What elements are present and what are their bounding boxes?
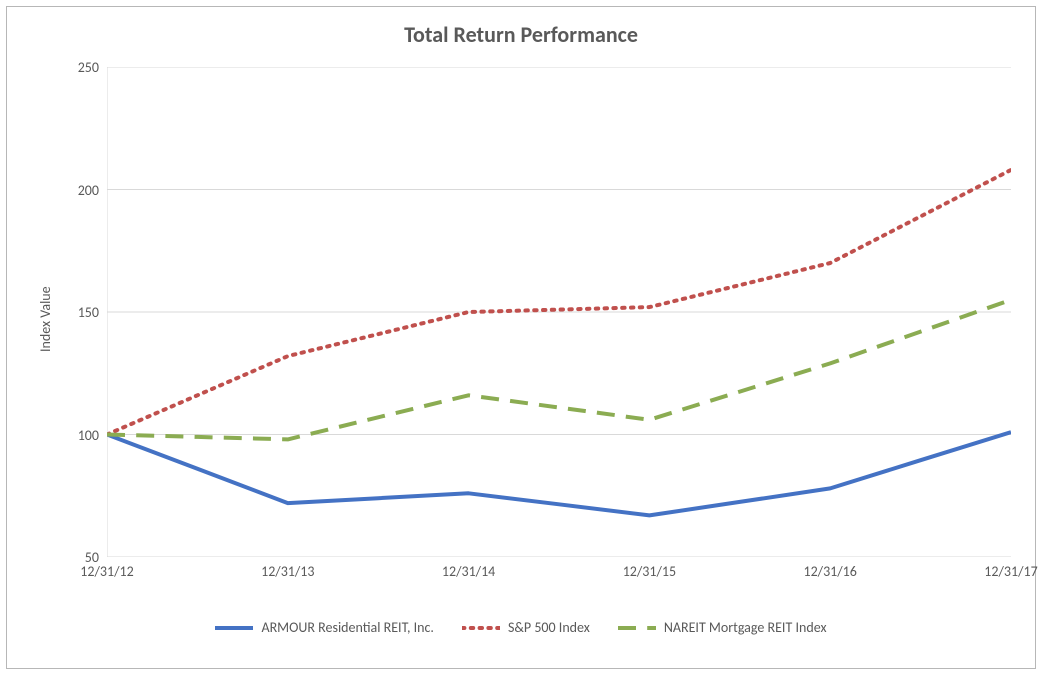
legend-swatch bbox=[618, 621, 656, 635]
legend-item: S&P 500 Index bbox=[462, 619, 590, 636]
x-tick-label: 12/31/15 bbox=[604, 563, 694, 580]
y-axis-title: Index Value bbox=[37, 286, 54, 352]
legend-item: NAREIT Mortgage REIT Index bbox=[618, 619, 827, 636]
chart-legend: ARMOUR Residential REIT, Inc. S&P 500 Ind… bbox=[7, 619, 1035, 636]
chart-frame: Total Return Performance Index Value 501… bbox=[6, 6, 1036, 669]
y-tick-label: 100 bbox=[59, 427, 99, 444]
series-line bbox=[107, 432, 1011, 515]
series-line bbox=[107, 170, 1011, 435]
x-tick-label: 12/31/12 bbox=[62, 563, 152, 580]
legend-item: ARMOUR Residential REIT, Inc. bbox=[215, 619, 433, 636]
legend-swatch bbox=[215, 621, 253, 635]
legend-label: S&P 500 Index bbox=[508, 619, 590, 636]
plot-area bbox=[107, 67, 1011, 557]
x-tick-label: 12/31/16 bbox=[785, 563, 875, 580]
x-tick-label: 12/31/17 bbox=[966, 563, 1042, 580]
x-tick-label: 12/31/13 bbox=[243, 563, 333, 580]
series-line bbox=[107, 300, 1011, 440]
legend-label: NAREIT Mortgage REIT Index bbox=[664, 619, 827, 636]
chart-svg bbox=[107, 67, 1011, 557]
y-tick-label: 200 bbox=[59, 182, 99, 199]
chart-title: Total Return Performance bbox=[7, 21, 1035, 48]
legend-label: ARMOUR Residential REIT, Inc. bbox=[261, 619, 433, 636]
x-tick-label: 12/31/14 bbox=[424, 563, 514, 580]
y-tick-label: 150 bbox=[59, 304, 99, 321]
legend-swatch bbox=[462, 621, 500, 635]
y-tick-label: 250 bbox=[59, 59, 99, 76]
